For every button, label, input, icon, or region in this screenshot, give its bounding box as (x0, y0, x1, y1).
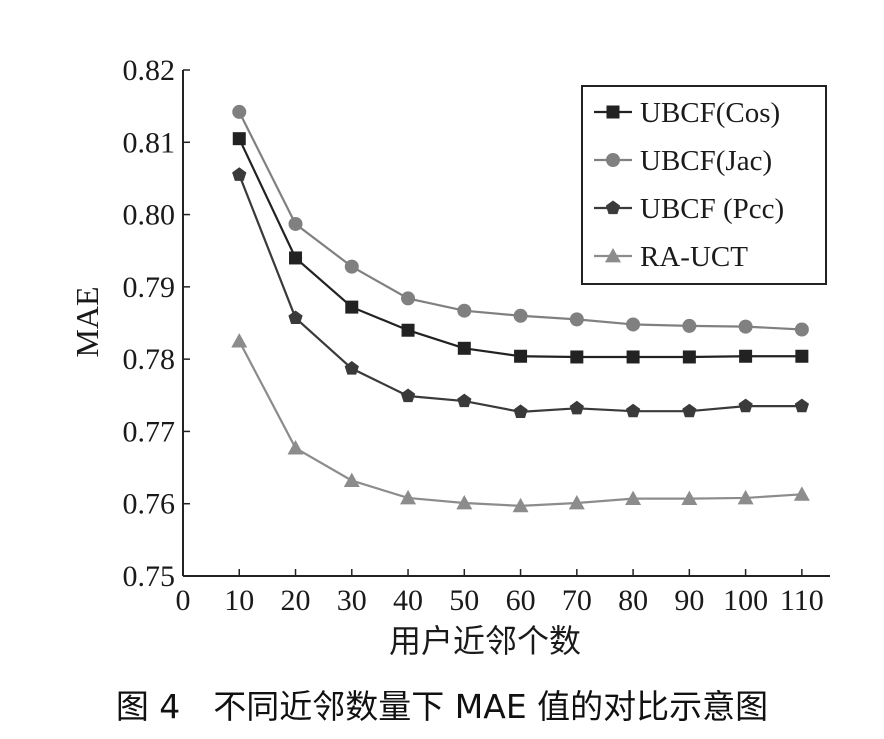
data-point (739, 349, 753, 363)
data-point (287, 440, 304, 455)
y-tick-label: 0.77 (123, 415, 176, 448)
data-point (681, 490, 698, 506)
data-point (626, 350, 640, 364)
y-tick-label: 0.76 (123, 488, 176, 521)
data-point (793, 486, 810, 501)
data-point (288, 310, 303, 325)
x-tick-label: 60 (506, 584, 536, 617)
data-point (344, 361, 359, 375)
data-point (456, 494, 473, 510)
x-tick-label: 20 (281, 584, 311, 617)
legend-label: RA-UCT (640, 241, 748, 273)
data-point (231, 333, 248, 348)
data-point (514, 349, 528, 363)
legend-marker (605, 200, 621, 215)
data-point (512, 497, 529, 513)
data-point (794, 398, 809, 413)
figure-caption: 图 4 不同近邻数量下 MAE 值的对比示意图 (116, 687, 768, 726)
data-point (570, 350, 584, 364)
x-tick-label: 0 (176, 584, 191, 617)
data-point (682, 318, 697, 333)
data-point (795, 349, 809, 363)
data-point (513, 308, 528, 323)
legend-label: UBCF (Pcc) (640, 193, 784, 225)
y-tick-label: 0.78 (123, 343, 176, 376)
legend: UBCF(Cos) UBCF(Jac) UBCF (Pcc) RA-UCT (581, 85, 827, 285)
data-point (569, 312, 584, 327)
data-point (289, 251, 303, 265)
series-0 (232, 132, 809, 364)
x-tick-label: 80 (618, 584, 648, 617)
data-point (288, 216, 303, 231)
legend-marker (605, 248, 621, 263)
legend-item: UBCF(Jac) (594, 145, 772, 177)
data-point (232, 104, 247, 119)
data-point (344, 259, 359, 274)
y-tick-label: 0.79 (123, 271, 176, 304)
series-line (238, 340, 802, 507)
series-2 (232, 167, 809, 418)
x-tick-label: 90 (674, 584, 704, 617)
y-tick-label: 0.81 (123, 126, 176, 159)
data-point (794, 322, 809, 337)
data-point (737, 489, 754, 505)
x-tick-label: 10 (224, 584, 254, 617)
data-point (400, 388, 416, 403)
data-point (401, 323, 415, 337)
legend-box (581, 85, 827, 285)
data-point (457, 303, 472, 318)
y-axis-ticks: 0.75 0.76 0.77 0.78 0.79 0.80 0.81 0.82 (123, 54, 190, 593)
y-tick-label: 0.75 (123, 560, 176, 593)
legend-label: UBCF(Jac) (640, 145, 772, 177)
legend-marker (606, 153, 620, 167)
data-point (513, 404, 528, 418)
x-axis-title: 用户近邻个数 (389, 623, 581, 659)
data-point (232, 132, 246, 146)
legend-item: UBCF (Pcc) (594, 193, 784, 225)
y-tick-label: 0.82 (123, 54, 176, 87)
axes (182, 70, 830, 577)
series-layer (231, 104, 810, 513)
y-tick-label: 0.80 (123, 199, 176, 232)
data-point (457, 393, 472, 408)
data-point (682, 350, 696, 364)
data-point (401, 291, 416, 306)
x-tick-label: 110 (780, 584, 824, 617)
data-point (738, 398, 753, 413)
series-3 (231, 333, 810, 513)
data-point (457, 341, 471, 355)
x-tick-label: 70 (562, 584, 592, 617)
x-tick-label: 100 (723, 584, 768, 617)
data-point (625, 403, 641, 418)
legend-label: UBCF(Cos) (640, 97, 780, 129)
y-axis-title: MAE (69, 286, 105, 357)
legend-item: RA-UCT (594, 241, 748, 273)
legend-item: UBCF(Cos) (594, 97, 780, 129)
x-tick-label: 50 (449, 584, 479, 617)
x-tick-label: 40 (393, 584, 423, 617)
series-1 (232, 104, 809, 337)
x-axis-ticks: 0 10 20 30 40 50 60 70 80 90 100 110 (176, 569, 824, 617)
legend-marker (606, 105, 620, 119)
data-point (682, 403, 697, 418)
data-point (232, 167, 247, 181)
x-tick-label: 30 (337, 584, 367, 617)
data-point (345, 300, 359, 314)
data-point (626, 317, 641, 332)
data-point (625, 490, 642, 506)
data-point (568, 494, 585, 510)
data-point (343, 472, 360, 487)
data-point (569, 400, 584, 415)
data-point (400, 489, 417, 505)
data-point (738, 319, 753, 334)
